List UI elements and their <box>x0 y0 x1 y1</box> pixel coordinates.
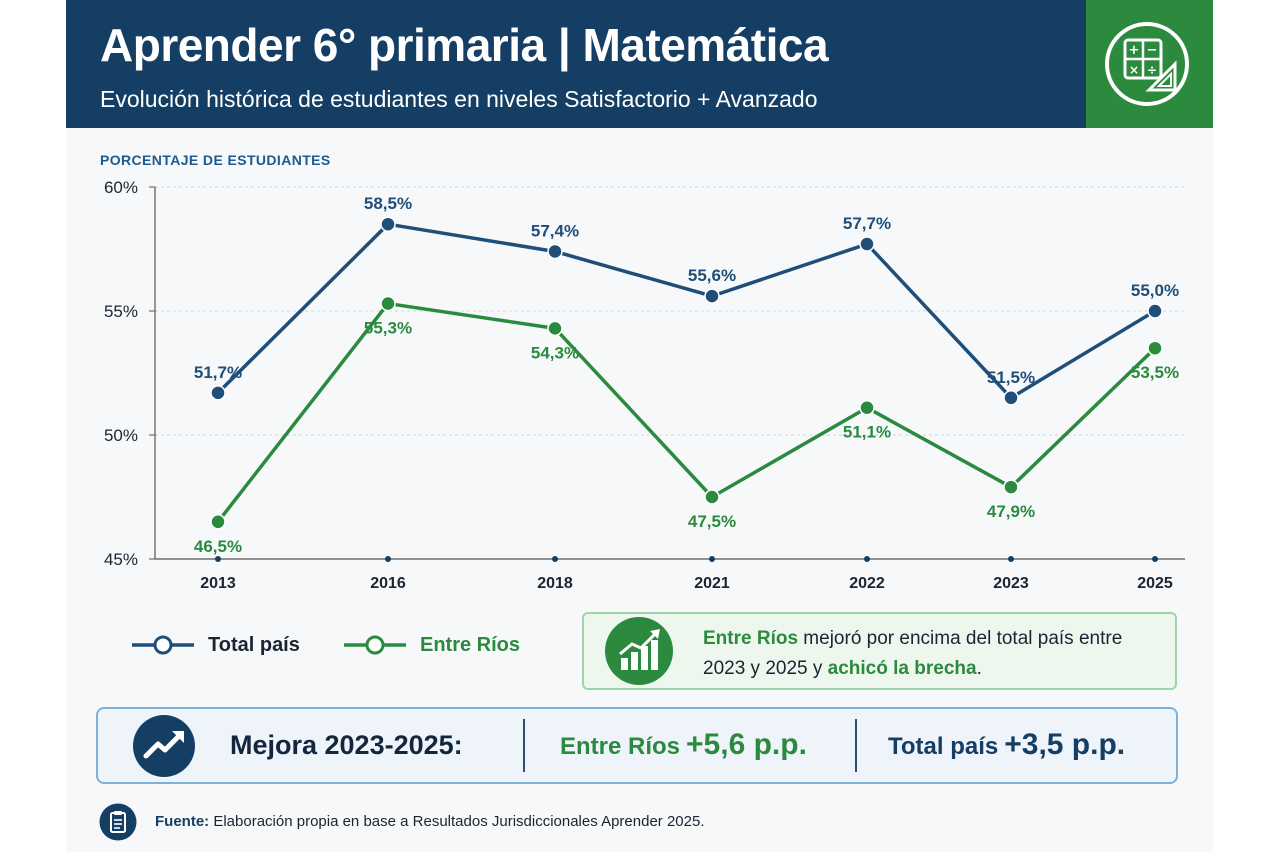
data-point <box>380 295 396 312</box>
x-tick-label: 2018 <box>537 575 573 592</box>
summary-divider <box>523 719 525 772</box>
x-tick-dot <box>215 556 221 562</box>
data-label: 53,5% <box>1131 363 1179 382</box>
data-label: 57,7% <box>843 214 891 233</box>
highlight-note-box <box>582 612 1177 690</box>
page-title: Aprender 6° primaria | Matemática <box>100 19 829 71</box>
header-bar <box>66 0 1086 128</box>
summary-label: Mejora 2023-2025: <box>230 730 463 760</box>
y-tick-label: 45% <box>104 550 138 569</box>
svg-text:+: + <box>1129 43 1140 58</box>
data-point <box>1147 340 1163 356</box>
legend-label-entre-rios: Entre Ríos <box>420 633 521 656</box>
data-point <box>1003 479 1019 495</box>
data-point <box>704 489 720 505</box>
summary-divider <box>855 719 857 772</box>
x-tick-dot <box>1008 556 1014 562</box>
svg-text:×: × <box>1129 63 1139 77</box>
data-label: 57,4% <box>531 221 579 240</box>
data-point <box>859 399 875 416</box>
data-label: 54,3% <box>531 343 579 362</box>
y-tick-label: 55% <box>104 302 138 321</box>
data-point <box>704 288 720 304</box>
summary-total-pais-label: Total país <box>888 733 999 760</box>
x-tick-dot <box>1152 556 1158 562</box>
data-point <box>859 236 875 252</box>
y-axis-label: PORCENTAJE DE ESTUDIANTES <box>100 152 331 168</box>
summary-box <box>96 707 1178 784</box>
data-label: 55,3% <box>364 319 412 338</box>
source-note: Fuente: Elaboración propia en base a Res… <box>155 813 705 830</box>
source-text: Elaboración propia en base a Resultados … <box>209 813 705 830</box>
clipboard-icon <box>99 803 137 841</box>
data-label: 51,5% <box>987 368 1035 387</box>
data-point <box>210 514 226 530</box>
legend-line-marker-icon <box>344 635 406 655</box>
note-highlight-gap: achicó la brecha <box>827 658 977 679</box>
summary-total-pais-value: +3,5 p.p. <box>1004 728 1126 761</box>
data-label: 51,1% <box>843 423 891 442</box>
data-point <box>210 385 226 401</box>
data-label: 47,9% <box>987 502 1035 521</box>
summary-entre-rios-label: Entre Ríos <box>560 733 681 760</box>
x-tick-label: 2025 <box>1137 575 1173 592</box>
data-label: 55,6% <box>688 266 736 285</box>
svg-text:−: − <box>1147 43 1158 58</box>
trend-up-arrow-icon <box>133 715 195 777</box>
growth-bar-chart-icon <box>605 617 673 685</box>
data-label: 55,0% <box>1131 281 1179 300</box>
data-point <box>547 320 563 337</box>
data-point <box>547 243 563 260</box>
x-tick-dot <box>552 556 558 562</box>
data-label: 58,5% <box>364 194 412 213</box>
data-label: 51,7% <box>194 363 242 382</box>
y-tick-label: 60% <box>104 178 138 197</box>
x-tick-label: 2013 <box>200 575 236 592</box>
data-point <box>380 216 396 232</box>
data-label: 46,5% <box>194 537 242 556</box>
page-subtitle: Evolución histórica de estudiantes en ni… <box>100 86 818 112</box>
summary-entre-rios: Entre Ríos +5,6 p.p. <box>560 728 807 762</box>
note-body: mejoró por encima del total país entre 2… <box>703 628 1123 679</box>
legend-entre-rios: Entre Ríos <box>342 630 520 660</box>
note-highlight-region: Entre Ríos <box>703 628 799 649</box>
data-point <box>1147 303 1163 319</box>
x-tick-label: 2021 <box>694 575 730 592</box>
y-tick-label: 50% <box>104 426 138 445</box>
x-tick-label: 2022 <box>849 575 885 592</box>
legend-line-marker-icon <box>132 635 194 655</box>
source-label: Fuente: <box>155 813 210 830</box>
data-label: 47,5% <box>688 512 736 531</box>
data-point <box>1003 390 1019 406</box>
math-calculator-ruler-icon: + − × ÷ <box>1105 22 1189 106</box>
x-tick-dot <box>864 556 870 562</box>
note-end: . <box>976 658 982 679</box>
x-tick-label: 2016 <box>370 575 406 592</box>
summary-entre-rios-value: +5,6 p.p. <box>686 728 807 761</box>
x-tick-label: 2023 <box>993 575 1029 592</box>
summary-total-pais: Total país +3,5 p.p. <box>888 728 1125 762</box>
highlight-note-text: Entre Ríos mejoró por encima del total p… <box>703 624 1163 684</box>
x-tick-dot <box>709 556 715 562</box>
svg-text:÷: ÷ <box>1147 63 1157 77</box>
legend-label-total-pais: Total país <box>208 633 300 656</box>
legend-total-pais: Total país <box>130 630 300 660</box>
x-tick-dot <box>385 556 391 562</box>
